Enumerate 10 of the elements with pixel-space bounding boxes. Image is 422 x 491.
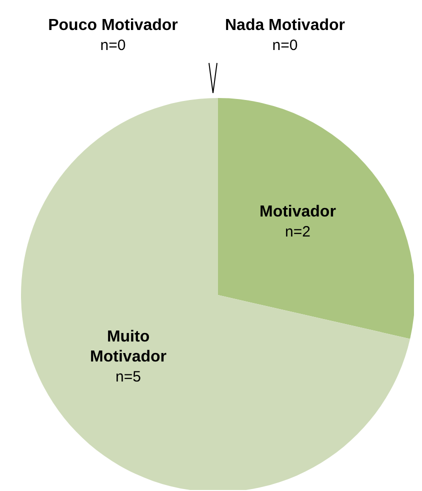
text: n=0 <box>100 37 126 54</box>
data-label: n=2 <box>284 223 310 240</box>
slice-label: Muito Motivador <box>90 328 167 366</box>
category-label: Nada Motivador <box>224 17 346 34</box>
slice-label: Motivador <box>259 203 336 220</box>
pie-slice <box>21 98 410 490</box>
text: n=0 <box>272 37 298 54</box>
category-label: Pouco Motivador <box>48 17 178 34</box>
data-label: n=5 <box>116 368 142 386</box>
pie-slice <box>218 98 414 339</box>
